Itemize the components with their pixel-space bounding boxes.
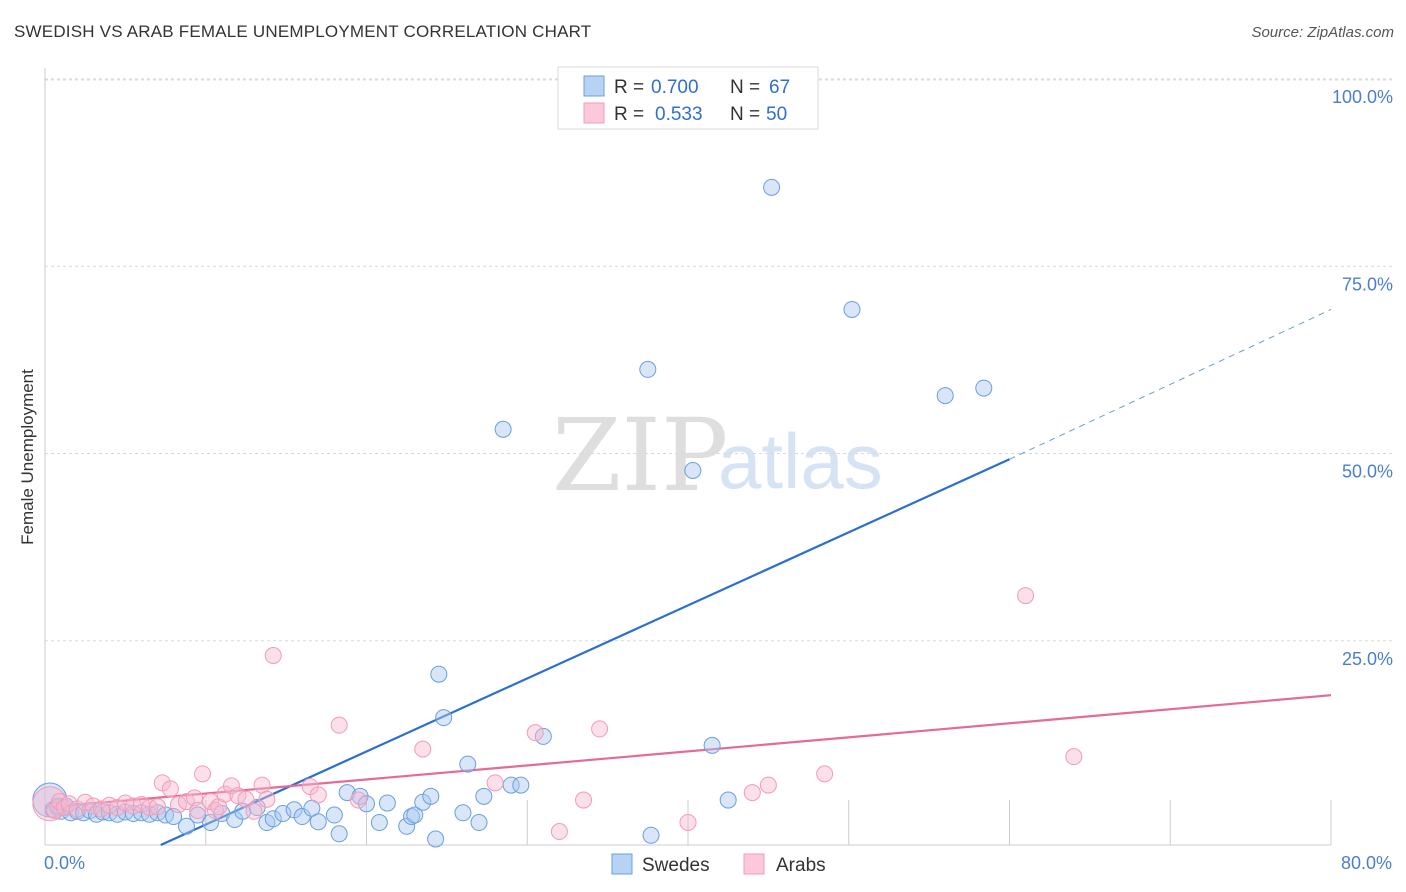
legend-arabs-n-label: N = [730,104,760,125]
arabs-point-44 [759,776,777,794]
swedes-point-51 [470,814,488,832]
x-tick-label-min: 0.0% [44,853,85,873]
trend-line-swedes [160,458,1010,847]
bottom-legend-swedes: Swedes [642,855,710,876]
legend-swedes-r-value: 0.700 [651,77,699,98]
arabs-point-22 [194,765,212,783]
swedes-point-53 [494,420,512,438]
arabs-point-41 [550,823,568,841]
watermark-atlas: atlas [718,417,883,505]
bottom-legend: Swedes Arabs [611,853,826,876]
swedes-point-60 [719,791,737,809]
legend: R = 0.700 N = 67 R = 0.533 N = 50 [557,66,819,130]
bottom-legend-swatch-swedes [611,853,633,875]
y-tick-label-50: 50.0% [1342,462,1393,482]
arabs-point-20 [185,789,203,807]
swedes-point-55 [512,776,530,794]
swedes-point-49 [454,804,472,822]
swedes-point-43 [406,806,424,824]
swedes-point-29 [274,805,292,823]
arabs-point-46 [1017,587,1035,605]
swedes-point-20 [177,817,195,835]
arabs-point-38 [414,740,432,758]
arabs-point-6 [76,793,94,811]
trend-line-arabs [44,694,1332,809]
swedes-point-57 [639,360,657,378]
trend-line-swedes-extension [1009,309,1332,460]
gridlines [45,78,1392,642]
swedes-point-46 [427,830,445,848]
swedes-point-63 [936,387,954,405]
arabs-point-28 [229,787,247,805]
legend-arabs-r-label: R = [614,104,644,125]
arabs-point-32 [258,790,276,808]
swedes-point-40 [378,794,396,812]
arabs-point-39 [486,774,504,792]
swedes-point-64 [975,379,993,397]
arabs-point-47 [1065,748,1083,766]
y-tick-label-100: 100.0% [1332,87,1393,107]
points-arabs [32,587,1083,841]
arabs-point-29 [237,790,255,808]
arabs-point-1 [46,802,64,820]
arabs-point-42 [575,791,593,809]
swedes-point-35 [330,825,348,843]
arabs-point-33 [264,647,282,665]
swedes-point-52 [475,787,493,805]
swedes-point-21 [189,806,207,824]
swedes-point-39 [370,814,388,832]
swedes-point-48 [435,709,453,727]
y-tick-labels: 100.0% 75.0% 50.0% 25.0% [1332,87,1393,669]
swedes-point-28 [264,810,282,828]
y-axis-label: Female Unemployment [18,369,37,545]
points-swedes [32,178,993,848]
swedes-point-62 [843,300,861,318]
chart-title: SWEDISH VS ARAB FEMALE UNEMPLOYMENT CORR… [14,22,592,41]
swedes-point-33 [309,813,327,831]
source-label: Source: ZipAtlas.com [1251,24,1394,41]
arabs-point-36 [330,716,348,734]
swedes-point-59 [703,736,721,754]
swedes-point-45 [422,787,440,805]
swedes-point-50 [459,755,477,773]
arabs-point-43 [591,720,609,738]
swedes-point-61 [763,178,781,196]
arabs-point-21 [189,802,207,820]
trend-lines [44,309,1332,847]
swedes-point-65 [642,826,660,844]
arabs-point-19 [177,793,195,811]
swedes-point-58 [684,462,702,479]
arabs-point-17 [161,780,179,798]
watermark-zip: ZIP [552,397,728,514]
legend-swedes-n-value: 67 [769,77,790,98]
y-tick-label-75: 75.0% [1342,274,1393,294]
swedes-point-34 [325,806,343,824]
arabs-point-45 [816,765,834,783]
arabs-point-37 [349,791,367,809]
legend-swedes-r-label: R = [614,77,644,98]
arabs-point-35 [309,786,327,804]
arabs-point-31 [253,776,271,794]
y-tick-label-25: 25.0% [1342,649,1393,669]
swedes-point-56 [534,727,552,745]
swedes-point-38 [358,795,375,813]
arabs-point-48 [743,784,761,802]
x-tick-label-max: 80.0% [1341,853,1392,873]
legend-arabs-r-value: 0.533 [655,104,703,125]
axes [44,68,1332,846]
arabs-point-27 [222,777,240,795]
arabs-point-49 [679,814,697,832]
arabs-point-15 [149,798,167,816]
legend-arabs-n-value: 50 [766,104,787,125]
bottom-legend-swatch-arabs [743,853,765,875]
legend-swatch-swedes [583,75,605,97]
arabs-point-30 [245,802,263,820]
arabs-point-40 [526,724,544,742]
legend-swedes-n-label: N = [730,77,760,98]
bottom-legend-arabs: Arabs [776,855,826,876]
legend-swatch-arabs [583,102,605,124]
swedes-point-47 [430,665,448,683]
